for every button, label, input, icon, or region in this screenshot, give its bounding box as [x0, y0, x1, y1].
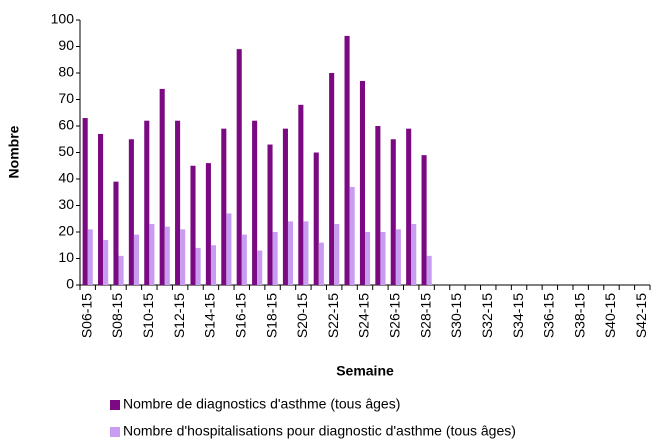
bar [226, 213, 232, 285]
legend-swatch [110, 400, 120, 410]
bar [252, 120, 258, 285]
y-tick-label: 20 [58, 223, 74, 239]
bar [334, 224, 340, 285]
bar [159, 88, 165, 286]
bar [180, 229, 186, 285]
x-tick-label: S22-15 [325, 293, 341, 338]
bar [98, 133, 104, 285]
x-tick-label: S12-15 [171, 293, 187, 338]
x-tick-label: S34-15 [510, 293, 526, 338]
bar [257, 250, 263, 285]
bar [118, 255, 124, 285]
bar [190, 165, 196, 285]
bar [221, 128, 227, 285]
x-tick-label: S28-15 [417, 293, 433, 338]
bar [133, 234, 140, 285]
bar [272, 232, 278, 285]
bar [313, 152, 319, 285]
y-tick-label: 90 [58, 37, 74, 53]
bar [287, 221, 294, 285]
bar [380, 232, 386, 285]
bar [303, 221, 309, 285]
bar [344, 35, 350, 286]
bar [395, 229, 401, 285]
bar [128, 139, 134, 285]
bar [390, 139, 396, 285]
x-tick-label: S24-15 [356, 293, 372, 338]
y-tick-label: 100 [51, 11, 75, 27]
x-tick-label: S36-15 [541, 293, 557, 338]
x-axis-title: Semaine [336, 363, 394, 379]
x-tick-label: S26-15 [387, 293, 403, 338]
bar [144, 120, 150, 285]
y-tick-label: 30 [58, 196, 74, 212]
bar [318, 242, 324, 285]
bar [87, 229, 93, 285]
x-tick-label: S32-15 [479, 293, 495, 338]
bar [421, 155, 427, 285]
legend-label: Nombre de diagnostics d'asthme (tous âge… [123, 396, 400, 412]
x-tick-label: S06-15 [78, 293, 94, 338]
bar [282, 128, 288, 285]
legend-label: Nombre d'hospitalisations pour diagnosti… [123, 423, 516, 439]
bar [236, 49, 242, 286]
y-tick-label: 60 [58, 117, 74, 133]
y-axis-title: Nombre [6, 125, 22, 178]
x-tick-label: S20-15 [294, 293, 310, 338]
bar [113, 181, 119, 285]
x-tick-label: S42-15 [633, 293, 649, 338]
bar [375, 126, 381, 285]
bar [267, 144, 273, 285]
x-tick-label: S40-15 [602, 293, 618, 338]
bar [164, 226, 170, 285]
y-tick-label: 10 [58, 249, 74, 265]
y-tick-label: 70 [58, 90, 74, 106]
bar [175, 120, 181, 285]
bar [241, 234, 247, 285]
x-tick-label: S08-15 [109, 293, 125, 338]
bar [298, 104, 304, 285]
y-tick-label: 0 [66, 276, 74, 292]
legend-swatch [110, 427, 120, 437]
bar [426, 255, 432, 285]
bar [329, 73, 335, 285]
bar [210, 245, 217, 285]
bar [82, 118, 88, 285]
bar [205, 163, 211, 285]
x-tick-label: S30-15 [448, 293, 464, 338]
bar [365, 232, 371, 285]
bar [149, 224, 155, 285]
y-tick-label: 80 [58, 64, 74, 80]
y-tick-label: 50 [58, 143, 74, 159]
y-tick-label: 40 [58, 170, 74, 186]
x-tick-label: S14-15 [202, 293, 218, 338]
bar [349, 186, 355, 285]
bar [103, 239, 109, 285]
x-tick-label: S10-15 [140, 293, 156, 338]
x-tick-label: S38-15 [571, 293, 587, 338]
bar [406, 128, 412, 285]
bar [359, 80, 365, 285]
bar [195, 247, 201, 285]
x-tick-label: S18-15 [263, 293, 279, 338]
x-tick-label: S16-15 [232, 293, 248, 338]
bar [411, 224, 417, 285]
